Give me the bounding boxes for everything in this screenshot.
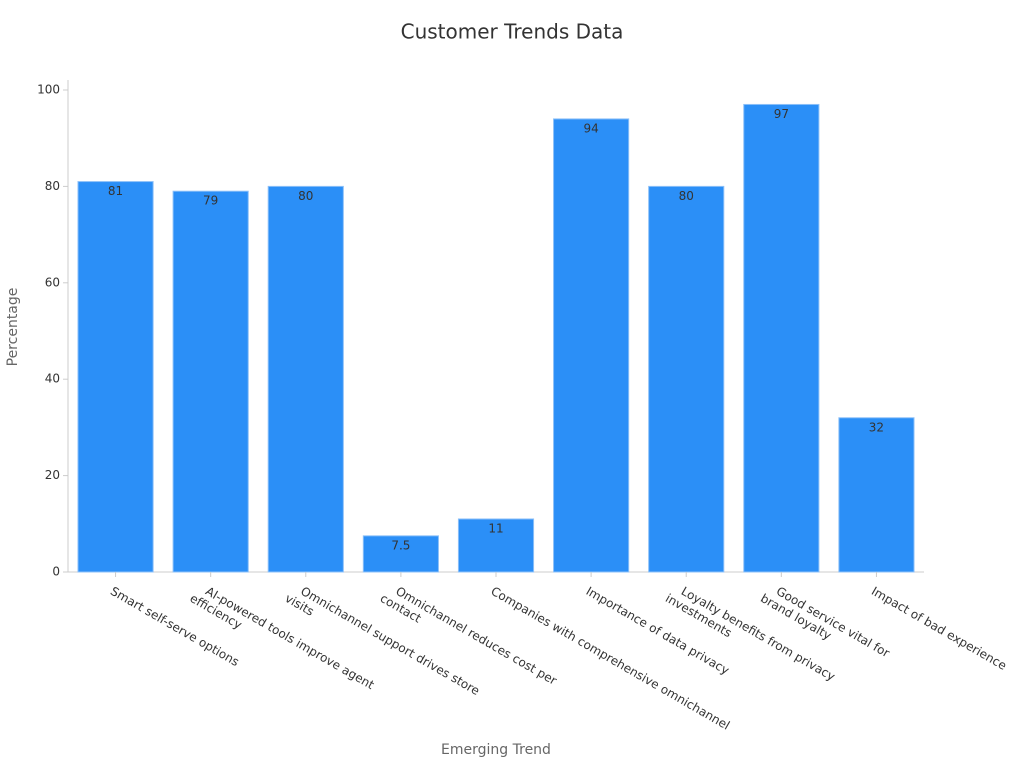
y-axis-label: Percentage: [5, 288, 21, 367]
y-tick-label: 40: [45, 372, 60, 386]
y-tick-label: 0: [52, 565, 60, 579]
bar: [77, 181, 154, 573]
chart-title: Customer Trends Data: [401, 20, 624, 44]
value-label: 32: [869, 420, 884, 434]
value-label: 80: [298, 189, 313, 203]
value-label: 11: [488, 521, 503, 535]
bar: [838, 417, 915, 573]
value-label: 7.5: [391, 538, 410, 552]
x-axis-label: Emerging Trend: [441, 742, 551, 758]
value-label: 97: [774, 107, 789, 121]
y-tick-label: 20: [45, 468, 60, 482]
value-label: 79: [203, 194, 218, 208]
bar: [743, 103, 820, 573]
bar: [172, 190, 249, 573]
y-tick-label: 100: [37, 83, 60, 97]
value-label: 81: [108, 184, 123, 198]
x-tick-label: Loyalty benefits from privacyinvestments: [663, 579, 837, 696]
bar: [648, 185, 725, 573]
y-tick-label: 60: [45, 275, 60, 289]
bar: [457, 518, 535, 573]
bar: [553, 118, 630, 573]
bar: [267, 185, 344, 573]
x-tick-label: Impact of bad experience: [869, 584, 1009, 673]
value-label: 94: [583, 121, 598, 135]
y-tick-label: 80: [45, 179, 60, 193]
value-label: 80: [679, 189, 694, 203]
